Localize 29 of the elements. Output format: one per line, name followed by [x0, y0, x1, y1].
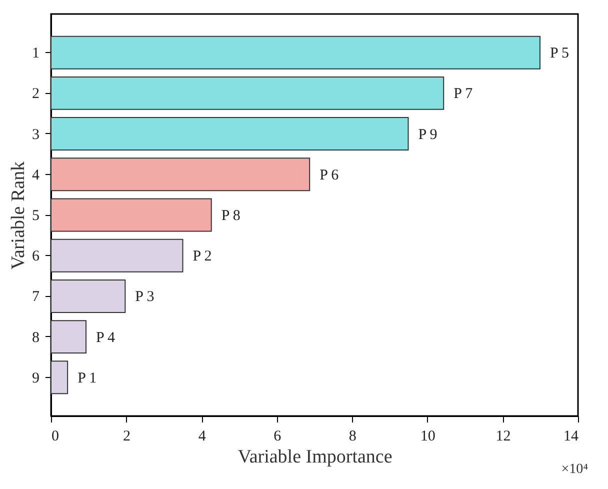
- x-tick-label: 2: [123, 428, 131, 444]
- annotation: P 5: [550, 46, 570, 62]
- annotation: P 7: [454, 86, 474, 102]
- annotation: P 1: [78, 370, 97, 386]
- annotation: P 6: [320, 167, 340, 184]
- y-axis-title: Variable Rank: [8, 160, 29, 270]
- y-tick-label: 2: [32, 86, 40, 102]
- y-tick-label: 3: [32, 126, 40, 143]
- annotation: P 3: [135, 289, 154, 306]
- y-tick-label: 7: [32, 289, 40, 306]
- x-tick-label: 0: [52, 428, 59, 444]
- x-tick-label: 14: [564, 428, 579, 444]
- x-tick-label: 8: [348, 428, 356, 444]
- y-tick-label: 6: [32, 248, 40, 265]
- y-tick-label: 8: [32, 330, 40, 346]
- annotation: P 2: [192, 248, 212, 265]
- y-tick-label: 4: [32, 167, 40, 184]
- x-tick-label: 4: [198, 428, 206, 444]
- y-tick-label: 9: [32, 370, 40, 386]
- x-tick-label: 12: [496, 428, 511, 444]
- text: ×10⁴: [561, 462, 588, 477]
- y-tick-label: 5: [32, 208, 40, 224]
- x-tick-label: 10: [420, 428, 436, 444]
- annotation: P 9: [418, 126, 438, 143]
- y-tick-label: 1: [32, 46, 40, 62]
- x-tick-label: 6: [274, 428, 282, 444]
- x-axis-title: Variable Importance: [238, 446, 392, 468]
- annotation: P 4: [96, 330, 116, 346]
- annotation: P 8: [221, 208, 240, 224]
